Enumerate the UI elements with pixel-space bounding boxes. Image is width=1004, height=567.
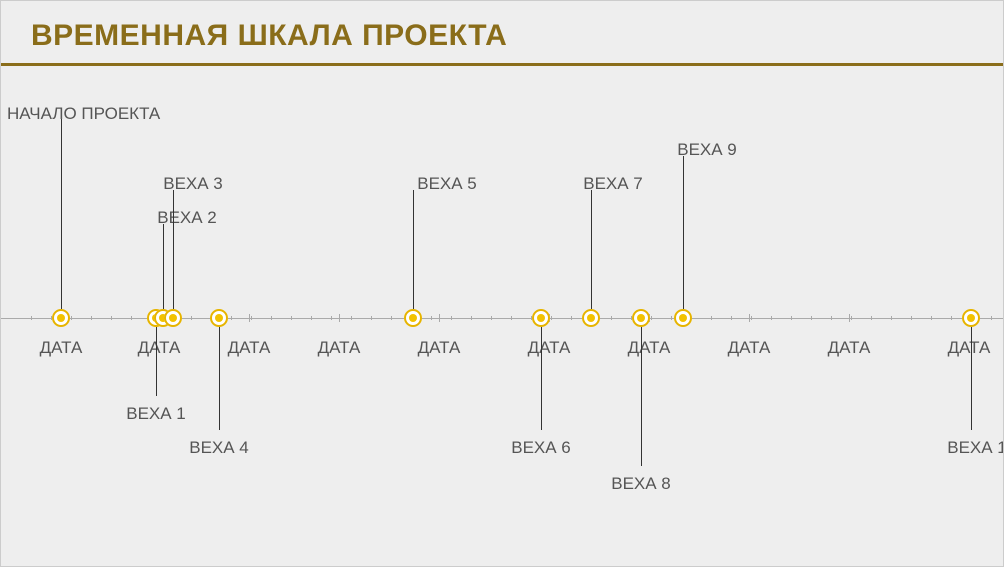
date-label: ДАТА xyxy=(228,338,271,358)
tick-minor xyxy=(911,316,912,320)
milestone-label: ВЕХА 2 xyxy=(157,208,217,228)
tick-minor xyxy=(251,316,252,320)
milestone-marker xyxy=(532,309,550,327)
milestone-label: ВЕХА 4 xyxy=(189,438,249,458)
date-label: ДАТА xyxy=(528,338,571,358)
milestone-marker xyxy=(164,309,182,327)
tick-minor xyxy=(391,316,392,320)
timeline-chart: ДАТА ДАТА ДАТА ДАТА ДАТА ДАТА ДАТА ДАТА ДАТА ДАТА… xyxy=(1,66,1003,566)
milestone-marker xyxy=(52,309,70,327)
milestone-marker xyxy=(210,309,228,327)
tick-minor xyxy=(131,316,132,320)
tick-minor xyxy=(111,316,112,320)
milestone-label: ВЕХА 7 xyxy=(583,174,643,194)
tick-minor xyxy=(91,316,92,320)
timeline-frame: ВРЕМЕННАЯ ШКАЛА ПРОЕКТА ДАТАДАТАДАТАДАТА… xyxy=(0,0,1004,567)
tick-minor xyxy=(571,316,572,320)
tick-minor xyxy=(951,316,952,320)
tick-minor xyxy=(491,316,492,320)
date-label: ДАТА xyxy=(40,338,83,358)
tick-minor xyxy=(811,316,812,320)
tick-minor xyxy=(751,316,752,320)
tick-minor xyxy=(471,316,472,320)
date-label: ДАТА xyxy=(628,338,671,358)
tick-minor xyxy=(31,316,32,320)
tick-major xyxy=(249,314,250,322)
tick-minor xyxy=(511,316,512,320)
milestone-label: ВЕХА 3 xyxy=(163,174,223,194)
milestone-label: НАЧАЛО ПРОЕКТА xyxy=(7,104,160,124)
milestone-connector xyxy=(413,190,414,318)
tick-minor xyxy=(731,316,732,320)
milestone-connector xyxy=(163,224,164,318)
tick-minor xyxy=(831,316,832,320)
tick-major xyxy=(849,314,850,322)
milestone-marker xyxy=(582,309,600,327)
tick-minor xyxy=(851,316,852,320)
milestone-connector xyxy=(971,318,972,430)
milestone-label: ВЕХА 1 xyxy=(947,438,1004,458)
milestone-label: ВЕХА 1 xyxy=(126,404,186,424)
tick-minor xyxy=(351,316,352,320)
tick-minor xyxy=(231,316,232,320)
tick-minor xyxy=(551,316,552,320)
date-label: ДАТА xyxy=(418,338,461,358)
tick-minor xyxy=(891,316,892,320)
milestone-connector xyxy=(156,318,157,396)
tick-minor xyxy=(711,316,712,320)
milestone-connector xyxy=(541,318,542,430)
milestone-label: ВЕХА 8 xyxy=(611,474,671,494)
date-label: ДАТА xyxy=(948,338,991,358)
tick-minor xyxy=(191,316,192,320)
milestone-connector xyxy=(683,156,684,318)
milestone-label: ВЕХА 6 xyxy=(511,438,571,458)
tick-minor xyxy=(371,316,372,320)
tick-minor xyxy=(71,316,72,320)
milestone-connector xyxy=(173,190,174,318)
tick-major xyxy=(439,314,440,322)
milestone-connector xyxy=(219,318,220,430)
milestone-label: ВЕХА 5 xyxy=(417,174,477,194)
tick-minor xyxy=(991,316,992,320)
tick-minor xyxy=(291,316,292,320)
tick-minor xyxy=(611,316,612,320)
tick-major xyxy=(339,314,340,322)
milestone-connector xyxy=(61,118,62,318)
tick-minor xyxy=(671,316,672,320)
tick-minor xyxy=(311,316,312,320)
tick-minor xyxy=(931,316,932,320)
date-label: ДАТА xyxy=(728,338,771,358)
milestone-marker xyxy=(674,309,692,327)
tick-minor xyxy=(431,316,432,320)
date-label: ДАТА xyxy=(138,338,181,358)
tick-minor xyxy=(651,316,652,320)
tick-minor xyxy=(331,316,332,320)
page-title: ВРЕМЕННАЯ ШКАЛА ПРОЕКТА xyxy=(31,19,507,53)
tick-major xyxy=(749,314,750,322)
tick-minor xyxy=(871,316,872,320)
milestone-marker xyxy=(632,309,650,327)
tick-minor xyxy=(791,316,792,320)
date-label: ДАТА xyxy=(318,338,361,358)
tick-minor xyxy=(451,316,452,320)
tick-minor xyxy=(271,316,272,320)
milestone-label: ВЕХА 9 xyxy=(677,140,737,160)
milestone-marker xyxy=(962,309,980,327)
milestone-connector xyxy=(591,190,592,318)
milestone-marker xyxy=(404,309,422,327)
tick-minor xyxy=(771,316,772,320)
milestone-connector xyxy=(641,318,642,466)
date-label: ДАТА xyxy=(828,338,871,358)
